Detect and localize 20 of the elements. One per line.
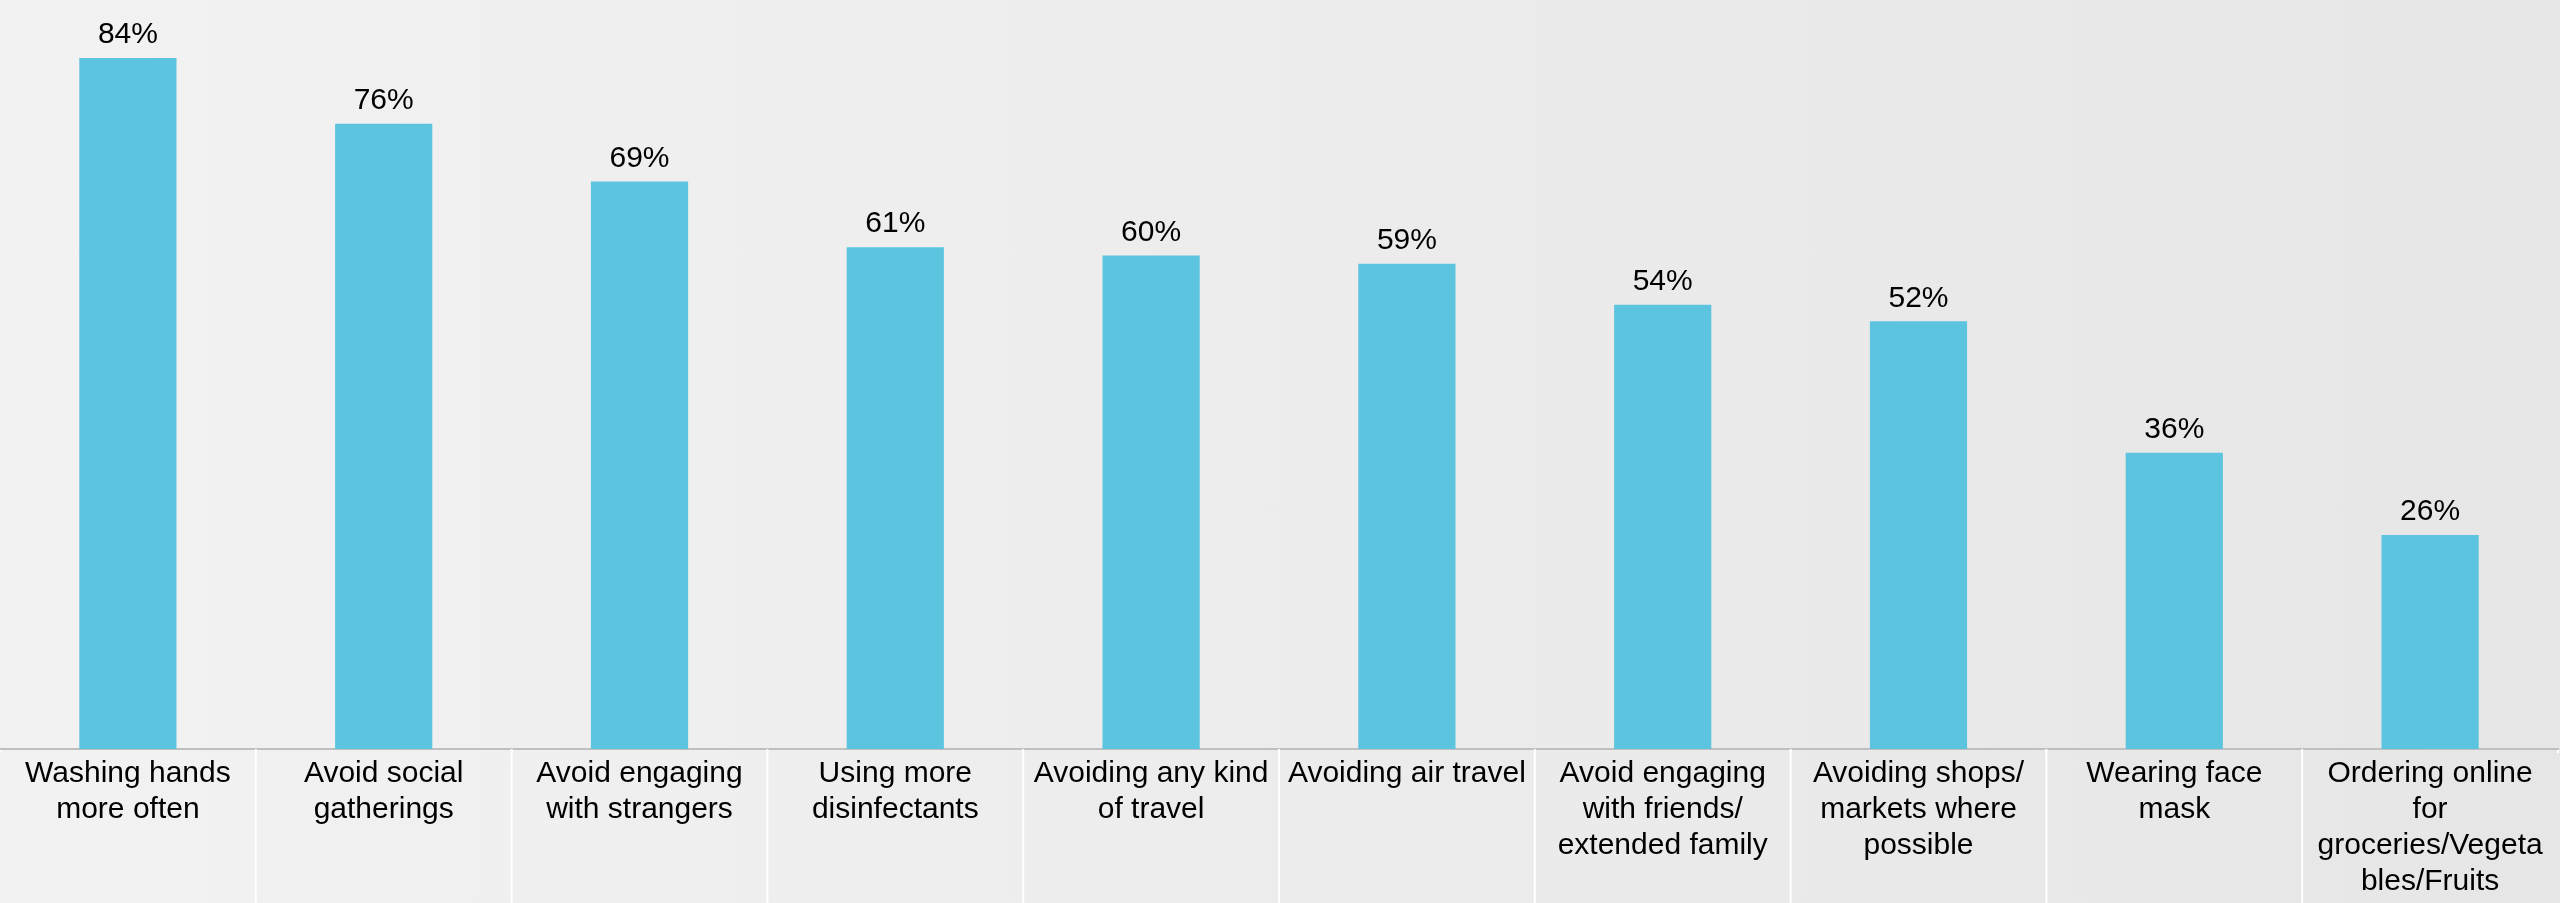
data-label: 60%: [1121, 213, 1182, 247]
x-tick-label: Avoiding shops/ markets where possible: [1812, 755, 2025, 861]
data-label: 59%: [1376, 221, 1437, 255]
x-tick-label: Avoid social gatherings: [303, 755, 464, 825]
x-tick-label: Avoiding air travel: [1287, 755, 1526, 789]
x-tick-label: Avoid engaging with friends/ extended family: [1557, 755, 1768, 861]
x-tick-label: Avoiding any kind of travel: [1033, 755, 1269, 825]
data-label: 69%: [609, 139, 670, 173]
x-tick-label: Ordering online for groceries/Vegetables/Fruits: [2317, 755, 2543, 897]
data-label: 54%: [1632, 263, 1693, 297]
data-label: 52%: [1888, 279, 1949, 313]
x-tick-label: Using more disinfectants: [811, 755, 979, 825]
data-label: 26%: [2400, 493, 2461, 527]
x-tick-label: Avoid engaging with strangers: [536, 755, 743, 825]
data-label: 84%: [97, 16, 158, 50]
data-label: 76%: [353, 82, 414, 116]
data-label: 36%: [2144, 411, 2205, 445]
data-label: 61%: [865, 205, 926, 239]
x-tick-label: Wearing face mask: [2086, 755, 2263, 825]
x-tick-label: Washing hands more often: [25, 755, 231, 825]
